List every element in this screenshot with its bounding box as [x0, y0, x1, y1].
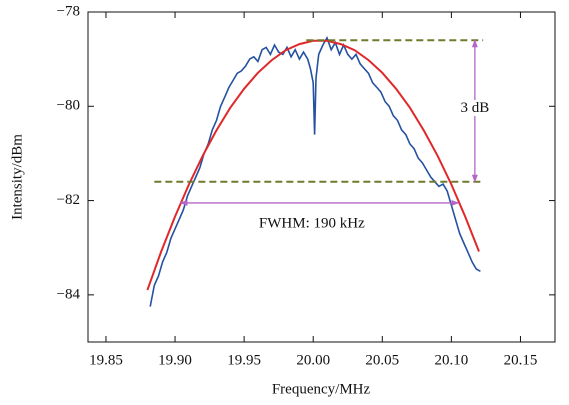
- y-tick-label: −84: [57, 286, 81, 302]
- x-tick-label: 20.10: [435, 352, 469, 368]
- plot-frame: [87, 11, 556, 343]
- annotation: 3 dB: [460, 100, 489, 116]
- x-tick-label: 19.90: [158, 352, 192, 368]
- x-tick-label: 20.00: [296, 352, 330, 368]
- y-tick-label: −80: [57, 98, 80, 114]
- y-tick-label: −78: [57, 3, 80, 19]
- x-tick-label: 20.05: [365, 352, 399, 368]
- x-tick-label: 20.15: [504, 352, 538, 368]
- y-axis-title: Intensity/dBm: [9, 134, 25, 220]
- x-tick-label: 19.95: [227, 352, 261, 368]
- x-tick-label: 19.85: [89, 352, 123, 368]
- series-line: [149, 36, 481, 307]
- x-axis-title: Frequency/MHz: [272, 381, 371, 397]
- annotation-background: [457, 100, 493, 117]
- annotation: FWHM: 190 kHz: [259, 216, 365, 232]
- annotation-background: [255, 215, 369, 232]
- y-tick-label: −82: [57, 192, 80, 208]
- series-line: [146, 39, 480, 291]
